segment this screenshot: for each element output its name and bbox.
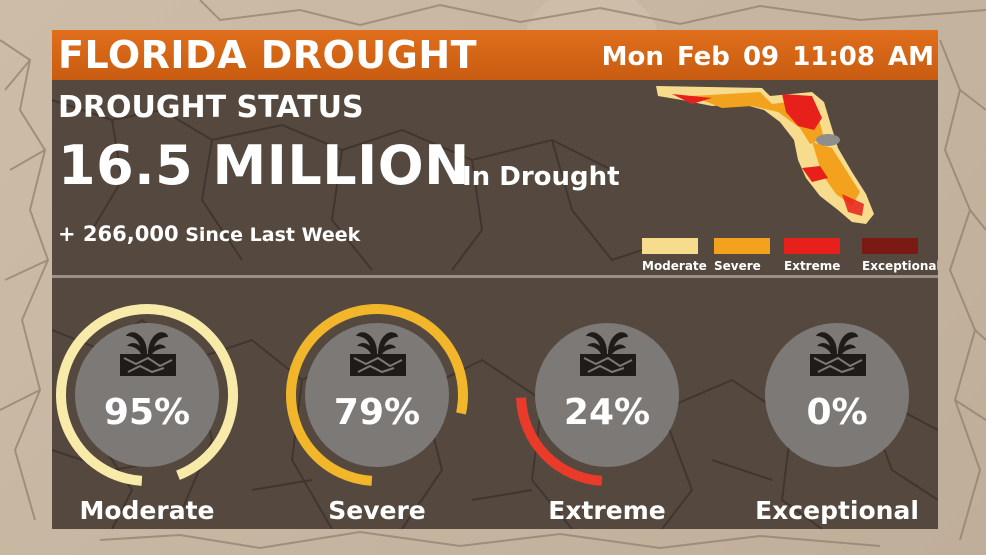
dry-soil-sprout-icon xyxy=(350,332,406,376)
gauge-disc xyxy=(75,323,219,467)
change-text: Since Last Week xyxy=(185,224,361,246)
legend-swatch xyxy=(642,238,698,254)
gauge-percent: 24% xyxy=(563,392,651,433)
gauge-label: Severe xyxy=(328,496,426,525)
gauge-chart xyxy=(765,323,909,467)
legend-swatch xyxy=(714,238,770,254)
date-time: Mon Feb 09 11:08 AM xyxy=(601,42,934,72)
gauge-moderate: 95% Moderate xyxy=(52,300,242,529)
drought-panel: FLORIDA DROUGHT Mon Feb 09 11:08 AM DROU… xyxy=(52,30,938,529)
gauge-arc xyxy=(56,304,238,486)
legend-swatch xyxy=(784,238,840,254)
gauge-percent: 0% xyxy=(806,392,868,433)
dry-soil-sprout-icon xyxy=(120,332,176,376)
gauge-percent: 79% xyxy=(333,392,421,433)
legend-swatch xyxy=(862,238,918,254)
legend-label: Exceptional xyxy=(862,259,938,273)
gauge-arc xyxy=(516,397,603,486)
gauge-exceptional: 0% Exceptional xyxy=(742,300,932,529)
gauge-chart xyxy=(286,304,468,486)
legend-label: Moderate xyxy=(642,259,707,273)
gauge-disc xyxy=(765,323,909,467)
drought-status-label: DROUGHT STATUS xyxy=(58,90,364,125)
change-value: + 266,000 xyxy=(58,222,179,246)
gauge-chart xyxy=(56,304,238,486)
divider xyxy=(52,275,938,278)
gauge-label: Moderate xyxy=(79,496,215,525)
page-title: FLORIDA DROUGHT xyxy=(58,33,478,77)
legend-item-moderate: Moderate xyxy=(642,238,707,273)
gauge-arc xyxy=(286,304,468,486)
gauge-disc xyxy=(305,323,449,467)
legend-item-extreme: Extreme xyxy=(784,238,840,273)
florida-drought-map xyxy=(656,86,874,224)
gauge-severe: 79% Severe xyxy=(282,300,472,529)
legend-item-severe: Severe xyxy=(714,238,770,273)
weekly-change: + 266,000 Since Last Week xyxy=(58,222,360,246)
gauge-percent: 95% xyxy=(103,392,191,433)
dry-soil-sprout-icon xyxy=(810,332,866,376)
population-in-drought: 16.5 MILLION xyxy=(58,134,470,197)
gauge-extreme: 24% Extreme xyxy=(512,300,702,529)
gauge-label: Extreme xyxy=(548,496,666,525)
population-suffix: In Drought xyxy=(462,162,620,192)
legend-label: Severe xyxy=(714,259,761,273)
gauge-label: Exceptional xyxy=(755,496,919,525)
legend-label: Extreme xyxy=(784,259,841,273)
gauge-chart xyxy=(516,323,679,486)
legend: Moderate Severe Extreme Exceptional xyxy=(636,238,938,278)
dry-soil-sprout-icon xyxy=(580,332,636,376)
legend-item-exceptional: Exceptional xyxy=(862,238,938,273)
title-bar: FLORIDA DROUGHT Mon Feb 09 11:08 AM xyxy=(52,30,938,80)
gauge-disc xyxy=(535,323,679,467)
